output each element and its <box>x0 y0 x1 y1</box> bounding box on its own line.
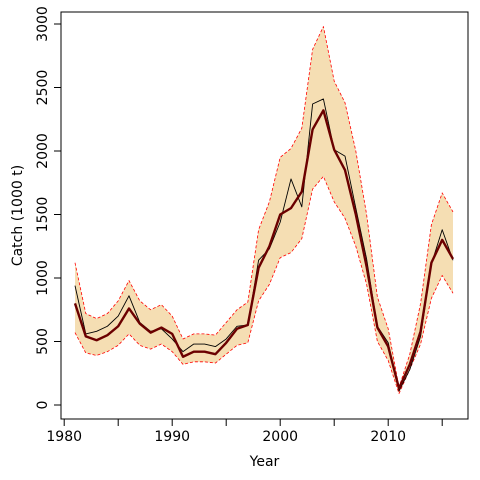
y-tick-label: 2500 <box>35 70 51 106</box>
x-axis: 1980 1990 2000 2010 <box>46 419 443 445</box>
lower-bound-line <box>74 175 454 394</box>
fitted-catch-line <box>73 109 455 390</box>
y-tick-label: 1500 <box>35 197 51 233</box>
plot-frame <box>60 11 469 420</box>
upper-bound-line <box>74 26 454 388</box>
x-tick-label: 2010 <box>370 429 406 445</box>
plot-layer <box>73 26 455 394</box>
x-tick-label: 1990 <box>154 429 190 445</box>
y-tick-label: 0 <box>35 401 51 410</box>
y-tick-label: 3000 <box>35 6 51 42</box>
y-axis: 0 500 1000 1500 2000 2500 3000 <box>35 6 61 409</box>
y-tick-label: 1000 <box>35 260 51 296</box>
x-axis-title: Year <box>249 454 280 470</box>
x-tick-label: 2000 <box>262 429 298 445</box>
x-tick-label: 1980 <box>46 429 82 445</box>
y-axis-title: Catch (1000 t) <box>10 165 26 266</box>
confidence-band <box>75 26 453 394</box>
y-tick-label: 500 <box>35 328 51 355</box>
y-tick-label: 2000 <box>35 133 51 169</box>
